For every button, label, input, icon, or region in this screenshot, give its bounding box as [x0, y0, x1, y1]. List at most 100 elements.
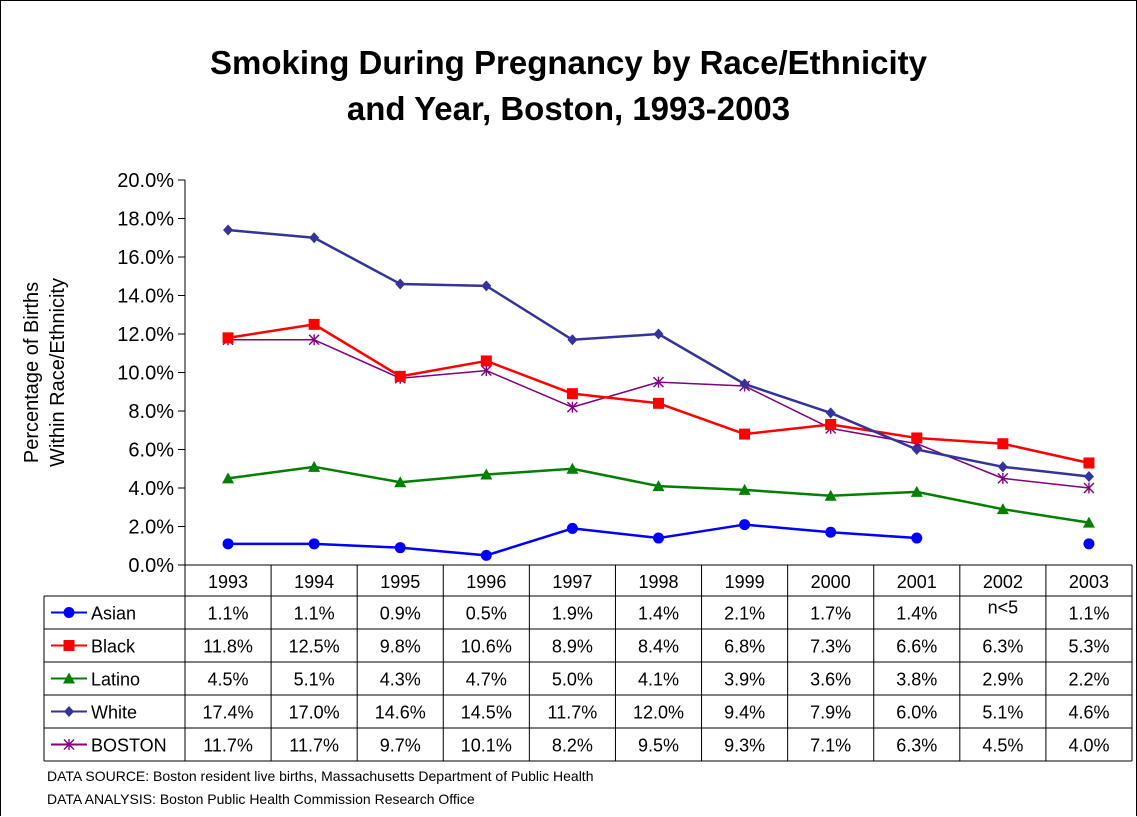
point-asian-1993: [222, 538, 234, 550]
x-tick-label-1993: 1993: [208, 572, 248, 592]
table-cell-white-1995: 14.6%: [375, 703, 426, 723]
table-cell-white-2000: 7.9%: [810, 703, 851, 723]
table-cell-latino-1998: 4.1%: [638, 670, 679, 690]
legend-label-black: Black: [91, 637, 136, 657]
x-tick-label-1996: 1996: [466, 572, 506, 592]
y-tick-label: 16.0%: [117, 247, 174, 269]
point-white-2002: [997, 461, 1008, 473]
table-cell-black-2000: 7.3%: [810, 637, 851, 657]
table-cell-asian-2000: 1.7%: [810, 604, 851, 624]
point-latino-2003: [1082, 516, 1095, 528]
point-black-1995: [394, 370, 406, 382]
table-cell-latino-2001: 3.8%: [896, 670, 937, 690]
table-cell-black-1998: 8.4%: [638, 637, 679, 657]
table-cell-boston-2000: 7.1%: [810, 736, 851, 756]
point-white-1997: [567, 334, 578, 346]
table-cell-latino-2002: 2.9%: [982, 670, 1023, 690]
point-black-1993: [222, 332, 234, 344]
table-cell-boston-1993: 11.7%: [203, 736, 253, 756]
point-boston-1997: [566, 401, 578, 413]
table-cell-latino-1993: 4.5%: [208, 670, 249, 690]
point-latino-1993: [222, 472, 235, 484]
y-tick-label: 6.0%: [128, 440, 174, 462]
table-cell-boston-1999: 9.3%: [724, 736, 765, 756]
table-cell-asian-1995: 0.9%: [380, 604, 421, 624]
table-cell-white-1998: 12.0%: [633, 703, 684, 723]
table-cell-latino-1997: 5.0%: [552, 670, 593, 690]
legend-key-black-marker: [63, 640, 75, 651]
table-cell-white-2003: 4.6%: [1068, 703, 1109, 723]
legend-key-latino-marker: [63, 672, 75, 684]
point-latino-1994: [308, 460, 321, 472]
point-black-1994: [308, 318, 320, 330]
chart-title: Smoking During Pregnancy by Race/Ethnici…: [0, 40, 1137, 132]
series-line-latino: [227, 465, 1090, 524]
point-black-2001: [911, 432, 923, 444]
point-asian-1994: [308, 538, 320, 550]
table-cell-asian-1996: 0.5%: [466, 604, 507, 624]
legend-label-asian: Asian: [91, 604, 136, 624]
data-source-note: DATA SOURCE: Boston resident live births…: [47, 768, 594, 784]
point-white-1993: [223, 224, 234, 236]
point-latino-2001: [910, 485, 923, 497]
y-tick-label: 2.0%: [128, 517, 174, 539]
point-black-2002: [997, 438, 1009, 450]
table-cell-black-1995: 9.8%: [380, 637, 421, 657]
legend-key-white-marker: [64, 706, 74, 717]
series-line-white: [227, 228, 1090, 478]
table-cell-black-2002: 6.3%: [982, 637, 1023, 657]
table-cell-latino-1999: 3.9%: [724, 670, 765, 690]
point-boston-1998: [653, 376, 664, 388]
y-tick-label: 14.0%: [117, 286, 174, 308]
point-latino-1998: [652, 480, 665, 492]
legend-label-latino: Latino: [91, 670, 140, 690]
point-white-1996: [481, 280, 492, 292]
y-tick-label: 12.0%: [117, 324, 174, 346]
point-asian-2001: [911, 532, 923, 544]
x-tick-label-2001: 2001: [897, 572, 937, 592]
table-cell-white-2001: 6.0%: [896, 703, 937, 723]
table-cell-asian-1998: 1.4%: [638, 604, 679, 624]
data-analysis-note: DATA ANALYSIS: Boston Public Health Comm…: [47, 791, 475, 807]
point-black-2000: [825, 418, 837, 430]
point-asian-1997: [566, 522, 578, 534]
x-tick-label-2002: 2002: [983, 572, 1023, 592]
table-cell-latino-2003: 2.2%: [1068, 670, 1109, 690]
point-boston-2002: [997, 472, 1009, 484]
table-cell-black-1994: 12.5%: [289, 637, 340, 657]
table-cell-asian-1997: 1.9%: [552, 604, 593, 624]
point-white-1994: [309, 232, 320, 244]
table-cell-boston-1998: 9.5%: [638, 736, 679, 756]
x-tick-label-1998: 1998: [638, 572, 678, 592]
table-cell-boston-2001: 6.3%: [896, 736, 937, 756]
table-cell-latino-2000: 3.6%: [810, 670, 851, 690]
table-cell-boston-2003: 4.0%: [1068, 736, 1109, 756]
table-cell-asian-2003: 1.1%: [1068, 604, 1109, 624]
table-cell-white-1996: 14.5%: [461, 703, 512, 723]
table-cell-latino-1995: 4.3%: [380, 670, 421, 690]
point-boston-1996: [480, 365, 492, 377]
y-tick-label: 4.0%: [128, 478, 174, 500]
table-cell-black-1996: 10.6%: [461, 637, 512, 657]
point-asian-1998: [653, 532, 664, 544]
point-asian-1995: [394, 542, 406, 554]
point-asian-2003: [1083, 538, 1095, 550]
table-cell-black-1993: 11.8%: [203, 637, 253, 657]
table-cell-asian-1994: 1.1%: [294, 604, 335, 624]
table-cell-white-1994: 17.0%: [289, 703, 340, 723]
table-cell-boston-1997: 8.2%: [552, 736, 593, 756]
legend-key-boston-marker: [63, 739, 75, 750]
table-cell-latino-1996: 4.7%: [466, 670, 507, 690]
point-latino-1996: [480, 468, 493, 480]
point-white-2001: [911, 444, 922, 455]
table-cell-boston-1996: 10.1%: [461, 736, 512, 756]
point-black-1997: [566, 388, 578, 400]
point-white-1995: [395, 278, 406, 290]
x-tick-label-1994: 1994: [294, 572, 334, 592]
table-cell-white-1997: 11.7%: [548, 703, 598, 723]
y-tick-label: 20.0%: [117, 170, 174, 192]
table-cell-white-1993: 17.4%: [203, 703, 254, 723]
table-cell-asian-1999: 2.1%: [724, 604, 765, 624]
point-asian-1999: [739, 519, 751, 531]
point-black-2003: [1083, 457, 1095, 469]
